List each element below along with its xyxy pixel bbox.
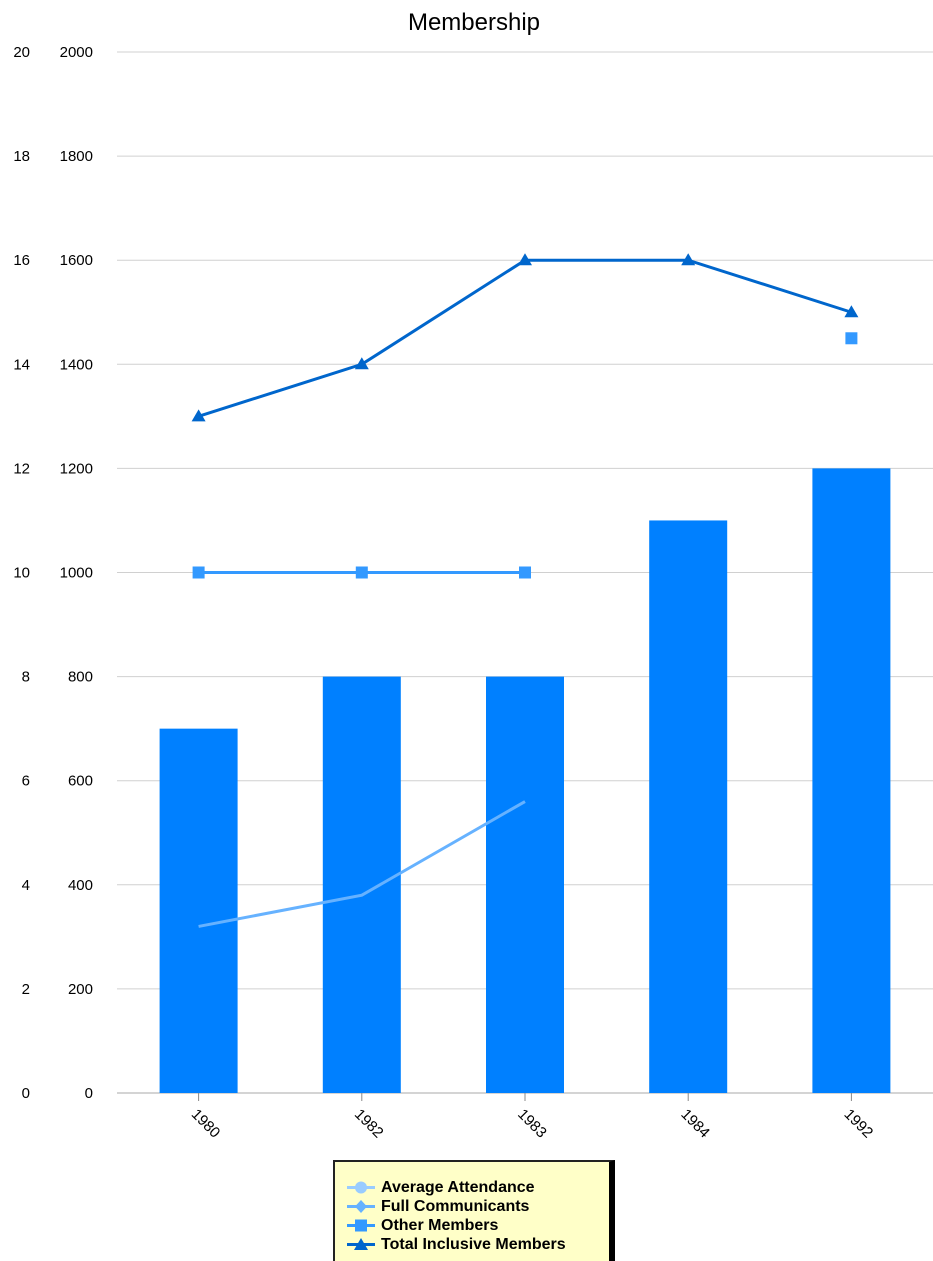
x-tick-label: 1992 [841,1106,877,1142]
legend-label: Other Members [381,1217,498,1235]
legend-item: Full Communicants [335,1197,609,1216]
bar [812,468,890,1093]
y-right-tick-label: 400 [68,877,93,894]
y-right-tick-label: 1800 [60,148,93,165]
y-left-tick-label: 8 [22,669,30,686]
y-left-tick-label: 6 [22,773,30,790]
legend-label: Average Attendance [381,1179,535,1197]
y-right-tick-label: 1600 [60,252,93,269]
x-tick-label: 1982 [351,1106,387,1142]
y-right-tick-label: 1200 [60,460,93,477]
y-left-tick-label: 2 [22,981,30,998]
legend-item: Average Attendance [335,1178,609,1197]
y-left-tick-label: 14 [13,356,30,373]
x-tick-label: 1980 [188,1106,224,1142]
y-left-tick-label: 20 [13,44,30,61]
legend: Average AttendanceFull CommunicantsOther… [333,1160,615,1261]
square-marker [193,567,205,579]
chart-title: Membership [408,9,540,36]
square-marker-icon [347,1216,375,1235]
y-right-tick-label: 800 [68,669,93,686]
y-left-tick-label: 18 [13,148,30,165]
bar [486,677,564,1093]
y-right-tick-label: 1400 [60,356,93,373]
y-right-tick-label: 200 [68,981,93,998]
y-left-tick-label: 16 [13,252,30,269]
legend-item: Other Members [335,1216,609,1235]
circle-marker-icon [347,1178,375,1197]
y-left-tick-label: 10 [13,565,30,582]
bar [649,520,727,1093]
square-marker [519,567,531,579]
x-axis: 1980 1982 1983 1984 1992 [188,1093,876,1141]
triangle-marker-icon [347,1235,375,1254]
y-right-tick-label: 2000 [60,44,93,61]
series-line [199,260,852,416]
bar [323,677,401,1093]
square-marker [356,567,368,579]
y-left-tick-label: 12 [13,460,30,477]
diamond-marker-icon [347,1197,375,1216]
y-right-tick-label: 1000 [60,565,93,582]
y-left-tick-label: 0 [22,1085,30,1102]
y-left-tick-label: 4 [22,877,30,894]
y-right-tick-label: 0 [85,1085,93,1102]
square-marker [845,332,857,344]
x-tick-label: 1983 [514,1106,550,1142]
y-right-tick-label: 600 [68,773,93,790]
x-tick-label: 1984 [677,1106,713,1142]
legend-label: Full Communicants [381,1198,529,1216]
y-axis-right: 0 200 400 600 800 1000 1200 1400 1600 1800 2000 [60,44,93,1102]
legend-label: Total Inclusive Members [381,1236,566,1254]
bar [160,729,238,1093]
triangle-marker [355,357,369,369]
y-axis-left: 0 2 4 6 8 10 12 14 16 18 20 [13,44,30,1102]
legend-item: Total Inclusive Members [335,1235,609,1254]
